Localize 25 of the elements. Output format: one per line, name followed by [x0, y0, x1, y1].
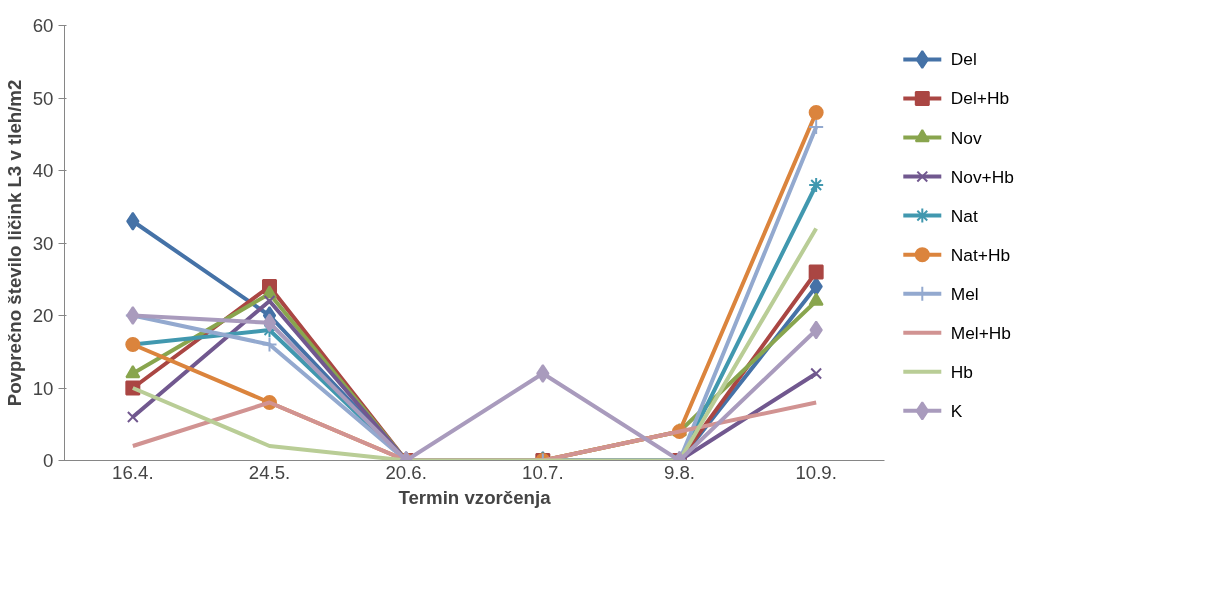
y-tick-label: 0	[43, 450, 54, 471]
legend-label: Mel	[950, 283, 979, 304]
y-axis-title: Povprečno število ličink L3 v tleh/m2	[3, 79, 25, 407]
y-tick-label: 10	[32, 377, 54, 399]
y-tick-label: 50	[32, 87, 54, 109]
x-tick-label: 9.8.	[663, 461, 696, 483]
x-tick-label: 16.4.	[112, 461, 154, 483]
legend-label: K	[950, 400, 963, 421]
x-tick-label: 10.9.	[795, 461, 837, 483]
x-tick-label: 20.6.	[385, 461, 427, 483]
legend-label: Del+Hb	[950, 88, 1010, 109]
legend-label: Nov+Hb	[950, 166, 1014, 187]
x-tick-label: 10.7.	[522, 461, 564, 483]
legend-label: Nat+Hb	[950, 244, 1011, 265]
y-tick-label: 30	[32, 232, 54, 254]
legend-label: Mel+Hb	[950, 322, 1011, 343]
legend-label: Del	[950, 49, 977, 70]
x-axis-title: Termin vzorčenja	[398, 486, 552, 508]
legend-label: Nat	[950, 205, 978, 226]
y-tick-label: 40	[32, 160, 54, 181]
x-tick-label: 24.5.	[248, 461, 291, 483]
legend-label: Nov	[950, 127, 982, 148]
y-tick-label: 20	[32, 305, 54, 326]
y-tick-label: 60	[32, 15, 54, 36]
legend-label: Hb	[950, 361, 973, 382]
